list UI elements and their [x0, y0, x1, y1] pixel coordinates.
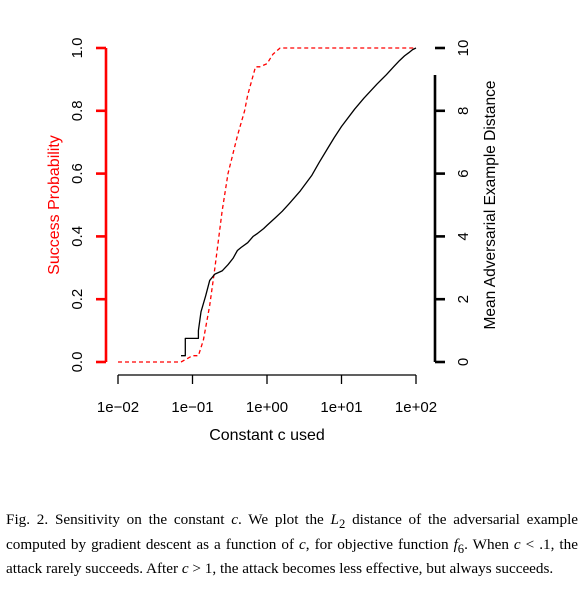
y-right-tick-label: 0	[455, 358, 472, 366]
caption-var-c-4: c	[181, 560, 189, 578]
caption-val-2: 1	[204, 560, 213, 578]
y-axis-left: 0.0 0.2 0.4 0.6 0.8 1.0 Success Probability	[46, 38, 108, 373]
y-right-ticks: 0 2 4 6 8 10	[435, 40, 472, 366]
caption-text-7: , the attack becomes less effective, but…	[212, 560, 554, 578]
y-left-tick-label: 0.4	[69, 226, 86, 247]
y-right-tick-label: 6	[455, 169, 472, 177]
y-axis-right: 0 2 4 6 8 10 Mean Adversarial Example Distanc…	[433, 40, 499, 366]
y-right-tick-label: 2	[455, 295, 472, 303]
caption-var-c-2: c	[299, 535, 306, 553]
x-tick-label: 1e+01	[320, 399, 362, 416]
x-tick-label: 1e+00	[246, 399, 288, 416]
y-left-ticks: 0.0 0.2 0.4 0.6 0.8 1.0	[69, 38, 106, 373]
caption-text-2: . We plot the	[238, 511, 324, 528]
y-right-tick-label: 4	[455, 232, 472, 240]
caption-text-6: , the attack rarely succeeds. After	[6, 535, 578, 578]
y-right-tick-label: 8	[455, 107, 472, 115]
y-left-tick-label: 0.0	[69, 352, 86, 373]
x-tick-label: 1e+02	[395, 399, 437, 416]
x-axis-label: Constant c used	[209, 427, 325, 444]
y-left-tick-label: 0.6	[69, 163, 86, 184]
y-left-tick-label: 0.2	[69, 289, 86, 310]
caption-l2-base: L	[330, 511, 339, 528]
caption-text-1: Sensitivity on the constant	[54, 511, 225, 528]
caption-var-c-1: c	[231, 511, 238, 528]
caption-text-3: distance of the adversarial example comp…	[6, 511, 579, 553]
series-group	[118, 47, 417, 363]
caption-lt: <	[525, 535, 535, 553]
chart: 1e−02 1e−01 1e+00 1e+01 1e+02 Constant c use…	[46, 38, 499, 444]
x-tick-label: 1e−01	[171, 399, 213, 416]
success-probability-line	[118, 47, 416, 363]
x-tick-label: 1e−02	[97, 399, 139, 416]
caption-fig-label: Fig. 2.	[6, 511, 49, 528]
y-left-tick-label: 0.8	[69, 100, 86, 121]
y-axis-right-label: Mean Adversarial Example Distance	[482, 81, 499, 330]
y-right-tick-label: 10	[455, 40, 472, 57]
figure-caption: Fig. 2. Sensitivity on the constant c. W…	[6, 510, 578, 579]
caption-text-5: . When	[464, 535, 509, 553]
caption-condition-1: c < .1	[514, 536, 551, 553]
caption-gt: >	[192, 560, 201, 578]
caption-f-sub: 6	[457, 541, 465, 556]
caption-l2-sub: 2	[338, 517, 346, 532]
caption-f-base: f	[453, 535, 458, 553]
y-left-tick-label: 1.0	[69, 38, 86, 59]
caption-var-c-3: c	[513, 535, 521, 553]
caption-l2-symbol: L2	[330, 511, 346, 532]
caption-val-1: .1	[539, 535, 551, 553]
caption-condition-2: c > 1	[182, 560, 213, 577]
y-axis-left-label: Success Probability	[46, 135, 63, 275]
caption-f6-symbol: f6	[453, 535, 465, 556]
x-axis: 1e−02 1e−01 1e+00 1e+01 1e+02 Constant c use…	[97, 374, 437, 444]
mean-distance-line	[181, 47, 417, 357]
caption-text-4: , for objective function	[305, 535, 449, 553]
x-ticks: 1e−02 1e−01 1e+00 1e+01 1e+02	[97, 375, 437, 416]
